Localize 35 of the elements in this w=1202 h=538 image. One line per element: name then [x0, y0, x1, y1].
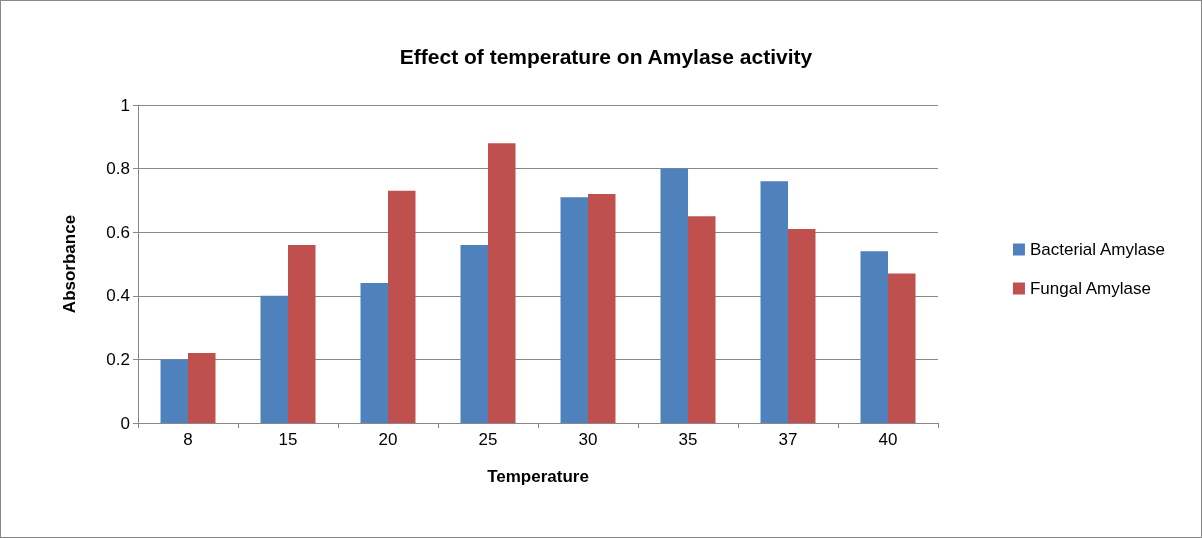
bar [260, 295, 288, 423]
chart-title: Effect of temperature on Amylase activity [399, 45, 813, 68]
bar [860, 251, 888, 423]
x-axis-title: Temperature [487, 467, 589, 486]
x-tick-label: 15 [278, 430, 298, 449]
bar [388, 190, 416, 423]
x-tick-label: 8 [183, 430, 193, 449]
legend-label: Fungal Amylase [1029, 279, 1151, 298]
x-tick-label: 35 [678, 430, 698, 449]
y-tick-label: 1 [120, 95, 130, 115]
bar [660, 168, 688, 423]
bar [488, 143, 516, 423]
y-tick-label: 0.4 [106, 286, 130, 306]
x-tick-label: 20 [378, 430, 398, 449]
y-tick-label: 0.2 [106, 349, 130, 369]
bar [688, 216, 716, 423]
bar [788, 229, 816, 423]
bar [588, 194, 616, 423]
bar [888, 273, 916, 423]
bar [288, 244, 316, 423]
y-axis-title: Absorbance [60, 214, 79, 314]
bar [560, 197, 588, 423]
x-tick-label: 25 [478, 430, 498, 449]
bar [460, 244, 488, 423]
bar [760, 181, 788, 423]
y-tick-label: 0.6 [106, 222, 130, 242]
bar [360, 283, 388, 423]
bar [188, 353, 216, 423]
legend-label: Bacterial Amylase [1029, 240, 1166, 259]
y-tick-label: 0.8 [106, 159, 130, 179]
x-tick-label: 30 [578, 430, 598, 449]
x-tick-label: 37 [778, 430, 798, 449]
bar [160, 359, 188, 423]
y-tick-label: 0 [120, 413, 130, 433]
x-tick-label: 40 [878, 430, 898, 449]
